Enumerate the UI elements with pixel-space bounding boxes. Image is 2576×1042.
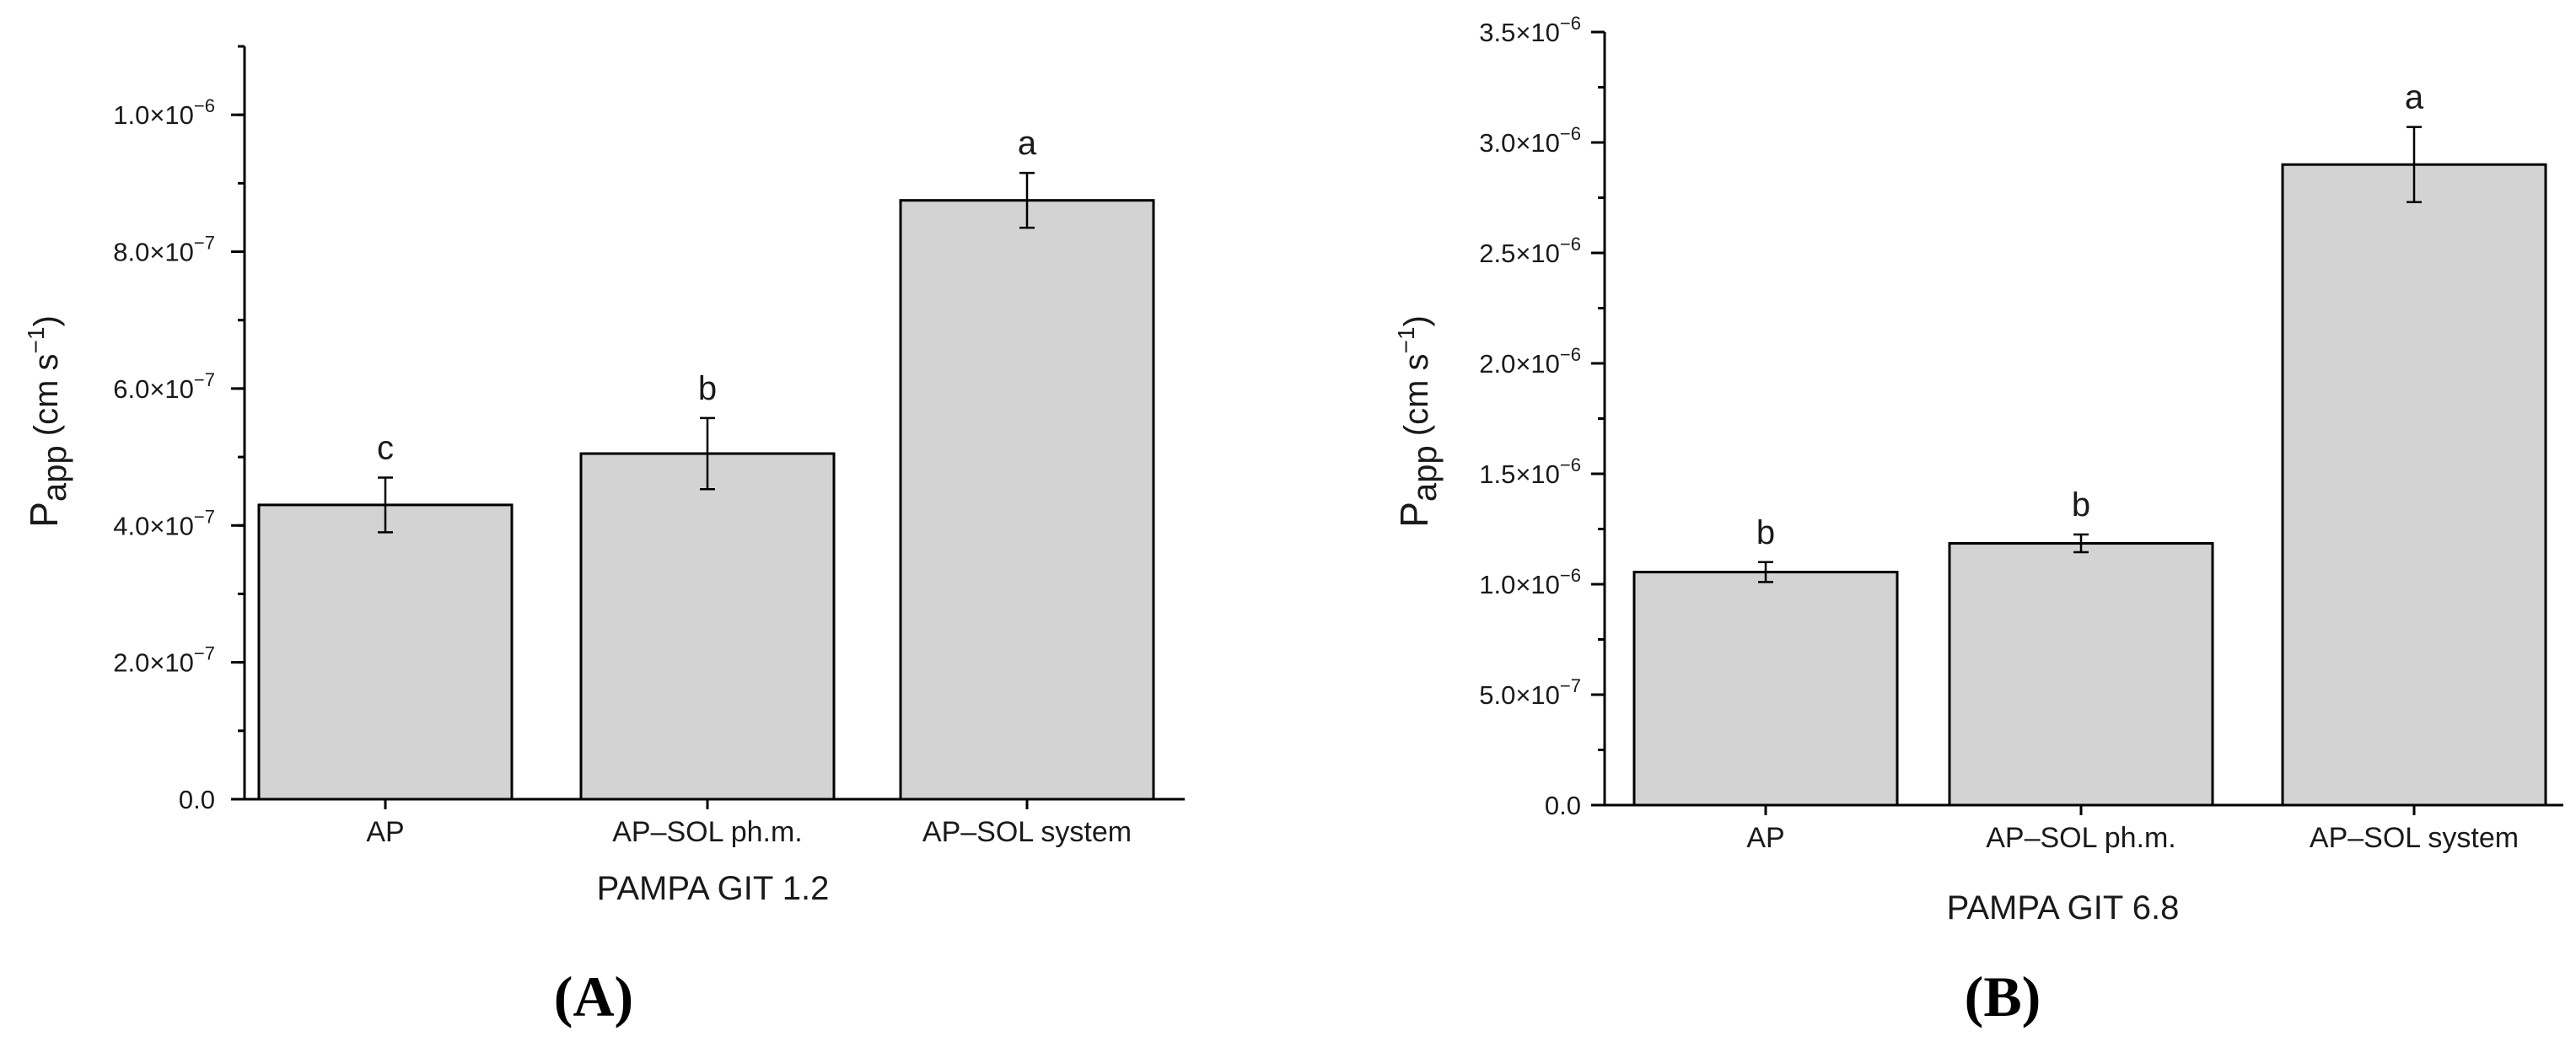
bar bbox=[1632, 571, 1899, 807]
y-tick-label: 0.0 bbox=[1545, 791, 1581, 820]
panel-b-chart: 0.0 5.0×10−7 1.0×10−6 1.5×10−6 2.0×10−6 2.5×1… bbox=[1392, 13, 2563, 1029]
y-tick-label: 6.0×10−7 bbox=[113, 369, 215, 404]
y-axis-title: Papp (cm s−1) bbox=[1392, 315, 1444, 528]
y-tick-label: 1.0×10−6 bbox=[113, 95, 215, 130]
x-axis-title: PAMPA GIT 1.2 bbox=[597, 870, 830, 907]
y-tick-label: 2.5×10−6 bbox=[1479, 234, 1581, 268]
bar bbox=[579, 452, 836, 801]
panel-label: (B) bbox=[1965, 964, 2041, 1029]
significance-label: b bbox=[698, 370, 717, 407]
significance-label: a bbox=[1018, 125, 1037, 162]
significance-label: b bbox=[1756, 514, 1775, 551]
bar bbox=[2281, 163, 2547, 807]
y-tick-label: 1.0×10−6 bbox=[1479, 565, 1581, 599]
y-tick-label: 5.0×10−7 bbox=[1479, 675, 1581, 710]
y-tick-label: 3.5×10−6 bbox=[1479, 13, 1581, 47]
y-tick-label: 3.0×10−6 bbox=[1479, 123, 1581, 158]
y-tick-label: 0.0 bbox=[179, 785, 215, 814]
y-tick-label: 2.0×10−6 bbox=[1479, 344, 1581, 379]
x-tick-label: AP bbox=[1746, 822, 1784, 854]
y-tick-label: 4.0×10−7 bbox=[113, 506, 215, 540]
y-tick-label: 2.0×10−7 bbox=[113, 643, 215, 678]
panel-label: (A) bbox=[554, 964, 633, 1029]
x-tick-label: AP–SOL ph.m. bbox=[612, 816, 803, 848]
bar bbox=[1948, 542, 2214, 807]
panel-a-chart: 0.0 2.0×10−7 4.0×10−7 6.0×10−7 8.0×10−7 1.0×1… bbox=[22, 45, 1185, 1029]
y-tick-label: 1.5×10−6 bbox=[1479, 454, 1581, 489]
significance-label: c bbox=[377, 429, 394, 466]
bar bbox=[257, 503, 514, 801]
x-tick-label: AP–SOL ph.m. bbox=[1986, 822, 2176, 854]
x-tick-label: AP–SOL system bbox=[2310, 822, 2519, 854]
bar bbox=[899, 199, 1155, 801]
x-tick-label: AP–SOL system bbox=[922, 816, 1132, 848]
significance-label: b bbox=[2072, 486, 2090, 524]
y-tick-label: 8.0×10−7 bbox=[113, 233, 215, 267]
significance-label: a bbox=[2405, 79, 2424, 116]
x-axis-title: PAMPA GIT 6.8 bbox=[1947, 889, 2180, 927]
x-tick-label: AP bbox=[366, 816, 404, 848]
y-axis-title: Papp (cm s−1) bbox=[22, 315, 73, 528]
